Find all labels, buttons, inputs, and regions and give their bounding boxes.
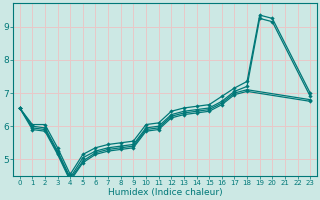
X-axis label: Humidex (Indice chaleur): Humidex (Indice chaleur) [108,188,222,197]
